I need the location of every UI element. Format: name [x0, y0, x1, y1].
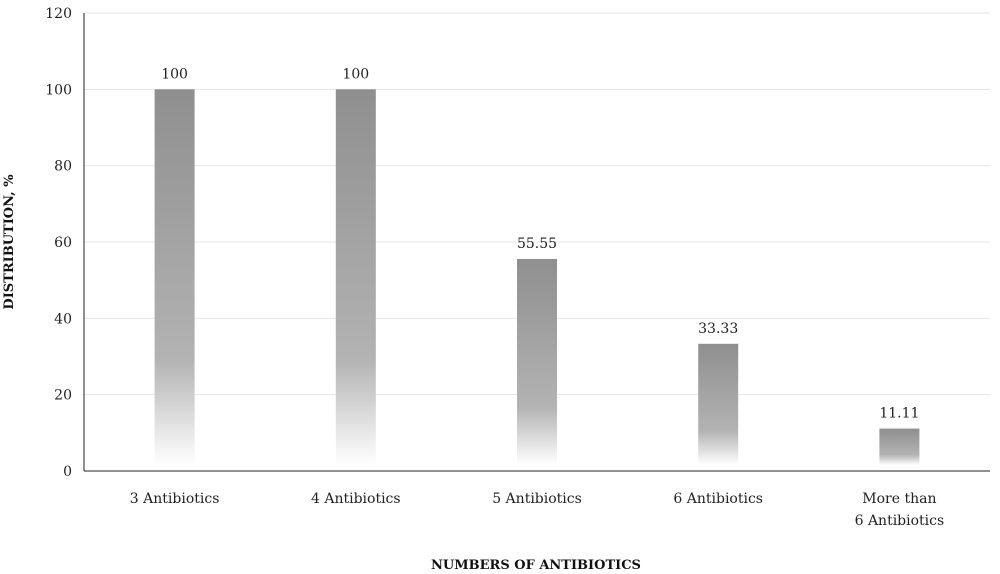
y-tick-label: 120	[45, 6, 72, 22]
y-tick-label: 40	[54, 311, 72, 327]
bar	[698, 343, 739, 465]
x-tick-label: 6 Antibiotics	[673, 491, 763, 507]
x-tick-label-line: 6 Antibiotics	[855, 513, 945, 529]
bar	[879, 428, 920, 465]
y-tick-label: 80	[54, 159, 72, 175]
data-label: 100	[342, 66, 369, 82]
y-tick-label: 0	[63, 464, 72, 480]
x-tick-label: More than 6 Antibiotics	[855, 491, 945, 529]
y-tick-label: 100	[45, 82, 72, 98]
y-tick-label: 60	[54, 235, 72, 251]
axes	[83, 13, 990, 472]
data-label: 100	[161, 66, 188, 82]
x-tick-label-line: More than	[862, 491, 936, 507]
x-tick-label-line: 6 Antibiotics	[673, 491, 763, 507]
x-tick-label-line: 5 Antibiotics	[492, 491, 582, 507]
y-tick-label: 20	[54, 388, 72, 404]
data-label: 55.55	[517, 236, 557, 252]
bar	[154, 89, 195, 465]
bar	[517, 258, 557, 465]
bar	[335, 89, 376, 465]
data-label: 11.11	[879, 406, 919, 422]
data-label: 33.33	[698, 321, 738, 337]
x-tick-label-line: 4 Antibiotics	[311, 491, 401, 507]
x-tick-label-line: 3 Antibiotics	[130, 491, 220, 507]
y-tick-labels: 0 20 40 60 80 100 120	[45, 6, 72, 480]
grid-lines	[84, 12, 990, 396]
x-tick-label: 3 Antibiotics	[130, 491, 220, 507]
x-tick-label: 5 Antibiotics	[492, 491, 582, 507]
data-labels: 100 100 55.55 33.33 11.11	[161, 66, 919, 421]
x-tick-label: 4 Antibiotics	[311, 491, 401, 507]
x-axis-title: NUMBERS OF ANTIBIOTICS	[431, 558, 641, 573]
y-axis-title: DISTRIBUTION, %	[2, 174, 17, 310]
x-tick-labels: 3 Antibiotics 4 Antibiotics 5 Antibiotics 6…	[130, 491, 944, 529]
bars	[154, 89, 920, 465]
